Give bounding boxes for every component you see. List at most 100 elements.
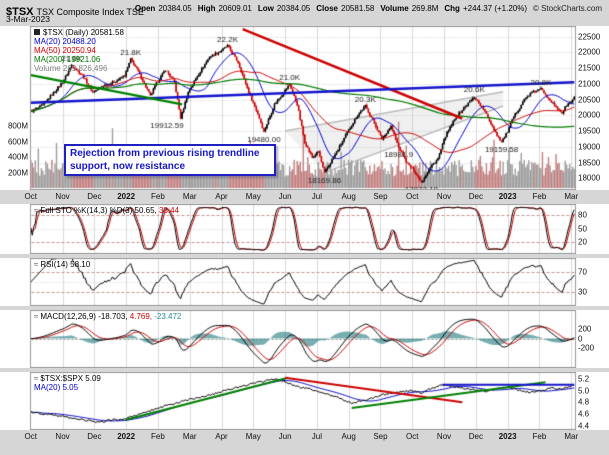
legend-row: ≈ MACD(12,26,9) -18.703, 4.769, -23.472	[34, 312, 181, 321]
axis-tick-label: 21000	[578, 79, 601, 89]
month-label: Oct	[24, 192, 37, 201]
month-label: Feb	[532, 432, 547, 441]
quote-label: Chg	[444, 4, 460, 13]
copyright: © StockCharts.com	[532, 4, 602, 13]
month-label: Jul	[311, 192, 322, 201]
month-label: Oct	[24, 432, 37, 441]
legend-text: MACD(12,26,9)	[40, 312, 99, 321]
axis-tick-label: 4.8	[578, 397, 590, 407]
month-label: Mar	[564, 432, 579, 441]
ratio-legend: ≈ $TSX:$SPX 5.09 MA(20) 5.05	[34, 374, 101, 392]
year-label: 2023	[498, 432, 517, 441]
legend-row: MA(50) 20250.94	[34, 46, 124, 55]
price-panel: $TSX (Daily) 20581.58 MA(20) 20488.20 MA(5…	[0, 26, 609, 190]
month-label: Jul	[311, 432, 322, 441]
axis-tick-label: -200	[578, 343, 595, 353]
quote-label: High	[197, 4, 216, 13]
axis-tick-label: 20500	[578, 95, 601, 105]
axis-tick-label: 20000	[578, 110, 601, 120]
month-label: Dec	[468, 432, 483, 441]
legend-text: 50.65,	[134, 206, 159, 215]
legend-text: MA(20) 5.05	[34, 383, 79, 392]
year-label: 2023	[498, 192, 517, 201]
axis-tick-label: 20	[578, 237, 587, 247]
month-label: Aug	[341, 432, 356, 441]
quote-value: 269.8M	[411, 4, 439, 13]
quote-value: 20384.05	[276, 4, 311, 13]
axis-tick-label: 50	[578, 224, 587, 233]
month-label: Feb	[151, 192, 165, 201]
month-label: May	[245, 432, 261, 441]
oscillator-icon: ≈	[34, 312, 39, 321]
rsi-legend: ≈ RSI(14) 58.10	[34, 260, 90, 269]
rsi-canvas	[0, 258, 609, 306]
axis-tick-label: 18000	[578, 173, 601, 183]
legend-row: MA(20) 5.05	[34, 383, 101, 392]
quote-value: 20609.01	[218, 4, 252, 13]
stochastic-canvas	[0, 204, 609, 254]
month-label: Feb	[532, 192, 547, 201]
stochastic-legend: ≈ Full STO %K(14,3) %D(3) 50.65, 38.44	[34, 206, 179, 215]
month-label: Jun	[278, 432, 292, 441]
axis-tick-label: 30	[578, 287, 587, 297]
axis-tick-label: 18500	[578, 158, 601, 168]
exchange-label: TSE	[126, 7, 144, 17]
legend-text: -18.703,	[98, 312, 130, 321]
legend-text: RSI(14) 58.10	[40, 260, 91, 269]
legend-row: $TSX (Daily) 20581.58	[34, 28, 124, 37]
month-label: Dec	[87, 432, 102, 441]
month-label: Feb	[151, 432, 165, 441]
month-label: Nov	[55, 432, 70, 441]
rsi-panel: ≈ RSI(14) 58.10 70 30	[0, 258, 609, 306]
symbol-description: TSX Composite Index	[36, 7, 125, 17]
axis-tick-label: 200	[578, 324, 592, 334]
axis-tick-label: 0	[578, 334, 583, 343]
axis-tick-label: 80	[578, 210, 587, 220]
month-label: Nov	[436, 192, 452, 201]
chart-date: 3-Mar-2023	[6, 14, 50, 24]
header-line-1: $TSX TSX Composite Index TSE Open 20384.05…	[6, 2, 605, 20]
oscillator-icon: ≈	[34, 206, 39, 215]
axis-tick-label: 400M	[7, 152, 28, 162]
month-label: Sep	[373, 432, 388, 441]
month-label: Aug	[341, 192, 356, 201]
legend-row: MA(200) 19921.06	[34, 55, 124, 64]
axis-tick-label: 600M	[7, 137, 28, 146]
quote-label: Volume	[380, 4, 409, 13]
symbol: $TSX	[6, 6, 34, 18]
axis-tick-label: 4.4	[578, 421, 590, 431]
quote-value: 20384.05	[158, 4, 192, 13]
legend-text: $TSX:$SPX 5.09	[40, 374, 101, 383]
annotation-callout: Rejection from previous rising trendline…	[64, 144, 276, 176]
month-label: Mar	[564, 192, 579, 201]
quote-value: +244.37 (+1.20%)	[462, 4, 527, 13]
legend-text: 38.44	[158, 206, 179, 215]
legend-text: Volume 269,826,496	[34, 64, 108, 73]
oscillator-icon: ≈	[34, 260, 39, 269]
axis-tick-label: 70	[578, 267, 587, 277]
quote-summary: Open 20384.05 High 20609.01 Low 20384.05 Close…	[129, 4, 527, 13]
legend-text: MA(50) 20250.94	[34, 46, 96, 55]
axis-tick-label: 800M	[7, 121, 28, 131]
axis-tick-label: 22000	[578, 47, 601, 57]
x-axis-bottom: Oct Nov Dec 2022 Feb Mar Apr May Jun Jul Aug Sep Oct…	[0, 430, 609, 444]
ratio-canvas	[0, 372, 609, 430]
month-label: Mar	[182, 432, 197, 441]
legend-text: MA(20) 20488.20	[34, 37, 96, 46]
stochastic-panel: ≈ Full STO %K(14,3) %D(3) 50.65, 38.44 80…	[0, 204, 609, 254]
symbol-name: TSX Composite Index TSE	[37, 7, 144, 17]
month-label: Apr	[215, 432, 228, 441]
axis-tick-label: 4.6	[578, 409, 590, 419]
year-label: 2022	[117, 192, 136, 201]
month-label: Oct	[406, 192, 419, 201]
quote-value: 20581.58	[341, 4, 375, 13]
ratio-panel: ≈ $TSX:$SPX 5.09 MA(20) 5.05 5.2 5.0 4.8 4.6 4…	[0, 372, 609, 430]
legend-row: MA(20) 20488.20	[34, 37, 124, 46]
axis-tick-label: 5.0	[578, 386, 590, 396]
macd-canvas	[0, 310, 609, 368]
month-label: Jun	[278, 192, 292, 201]
month-label: Apr	[215, 192, 228, 201]
legend-text: 4.769,	[129, 312, 155, 321]
legend-text: -23.472	[154, 312, 182, 321]
legend-row: ≈ RSI(14) 58.10	[34, 260, 90, 269]
